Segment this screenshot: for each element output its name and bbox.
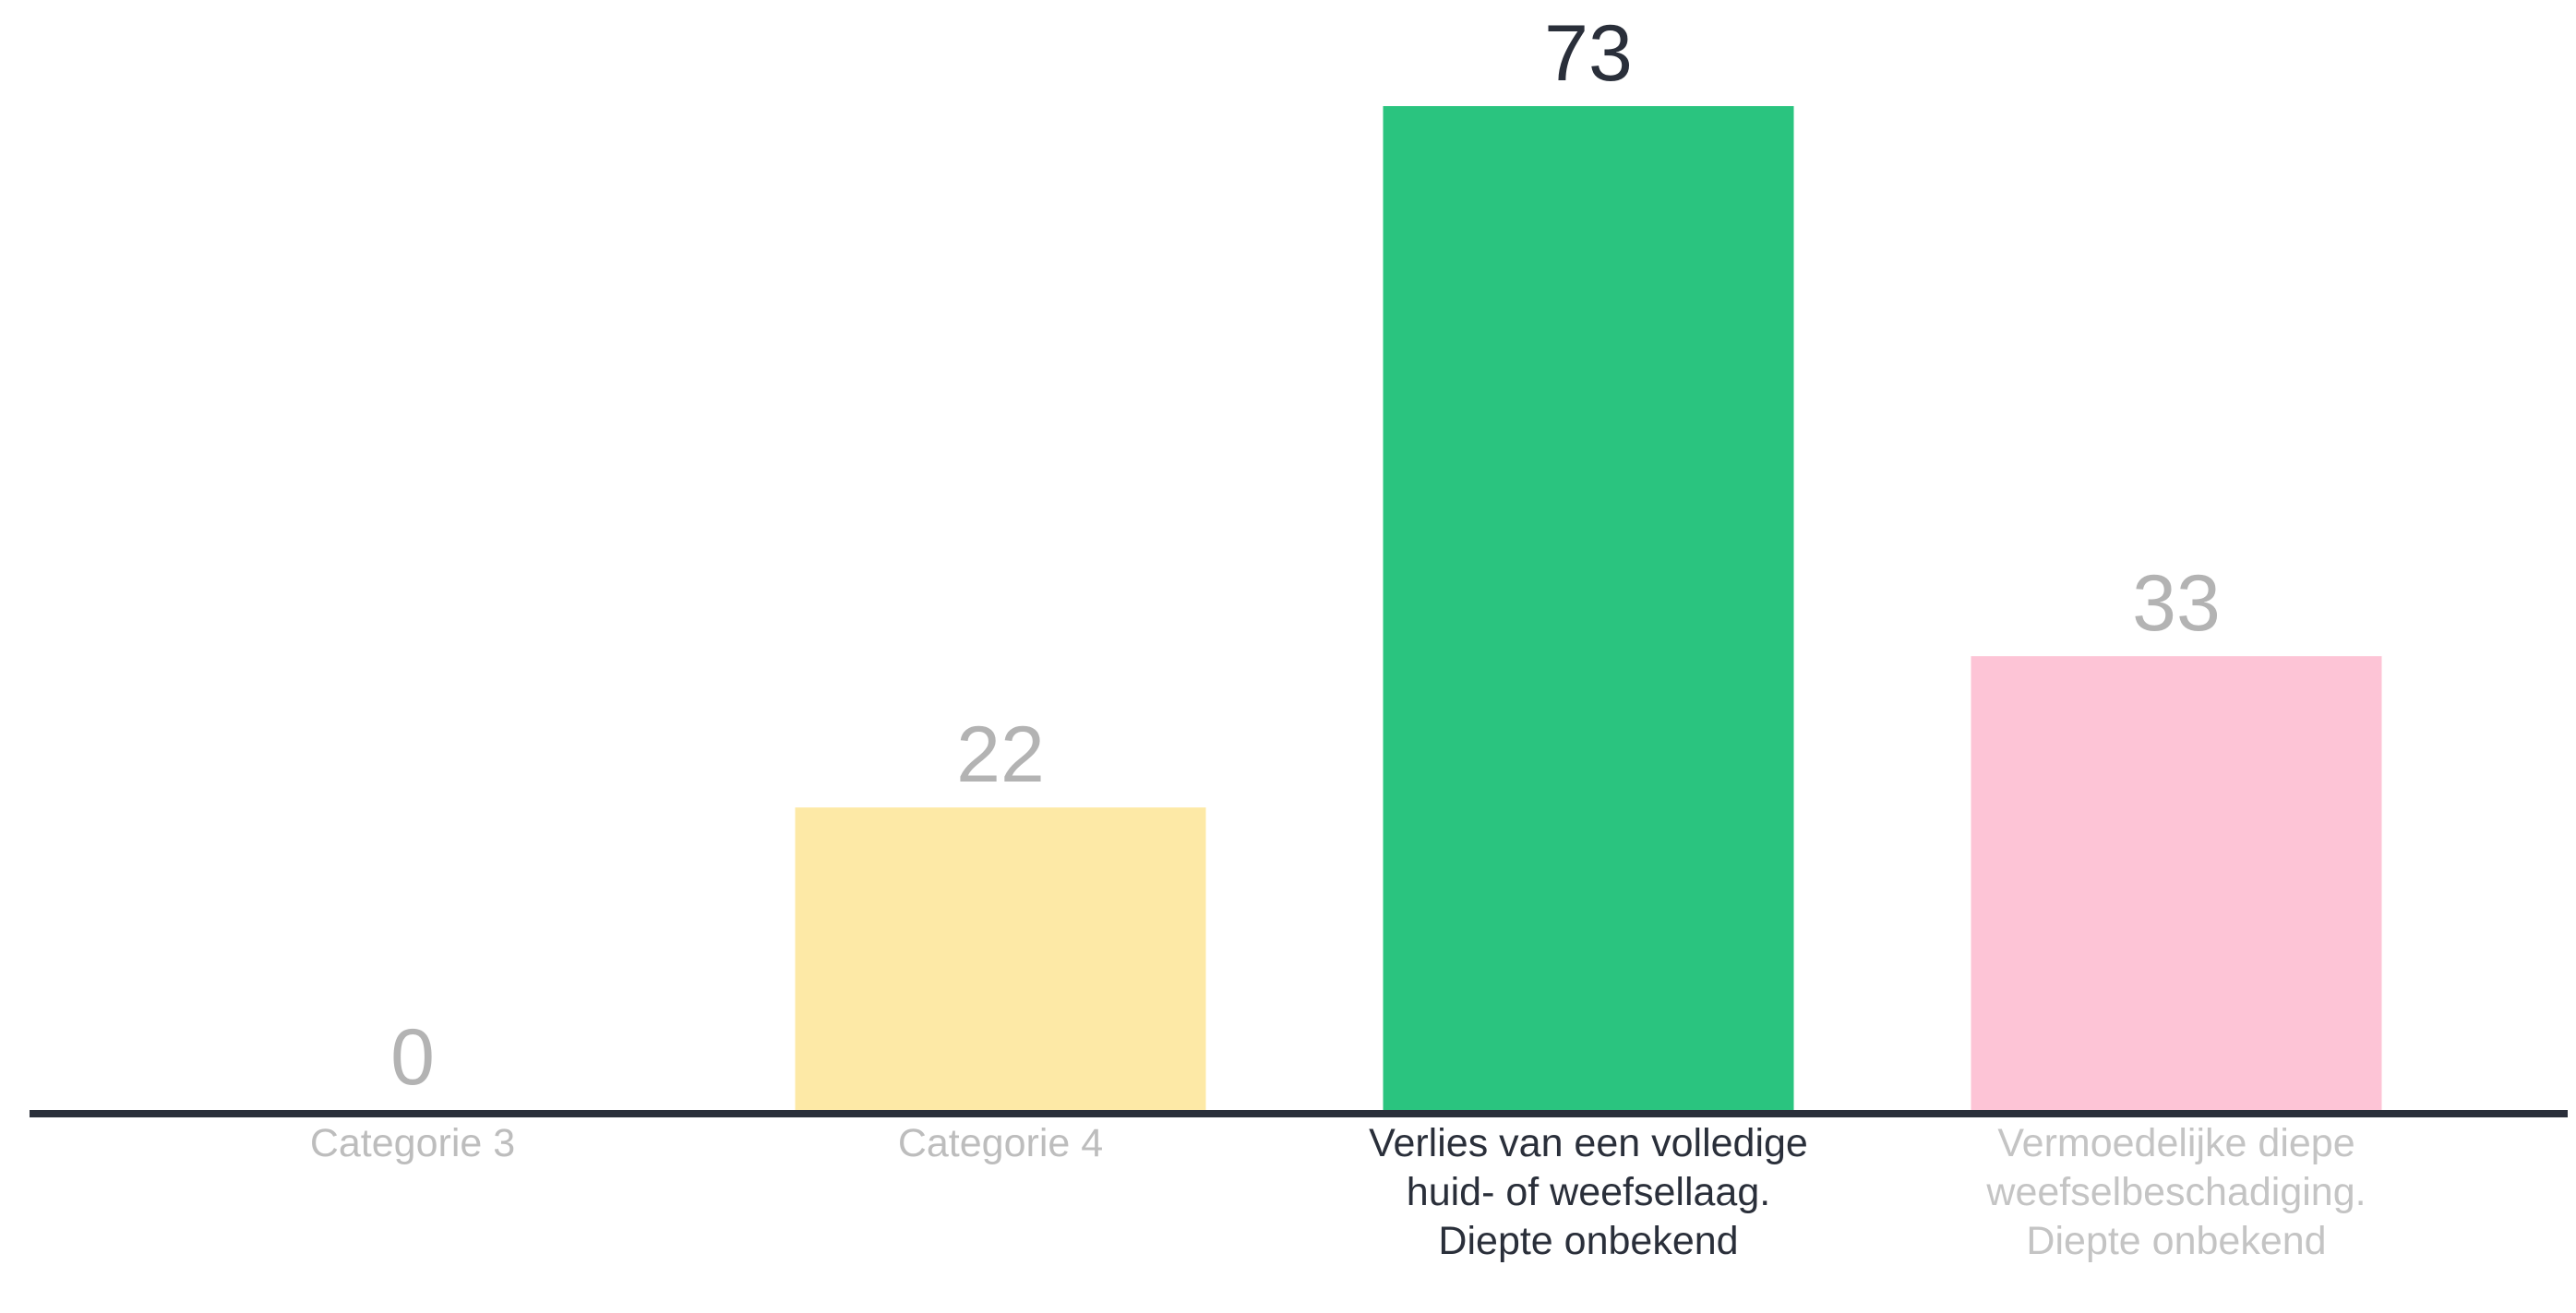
value-label-2: 22 [956, 710, 1045, 799]
category-label-categorie-3: Categorie 3 [309, 1121, 516, 1165]
bars-layer [795, 106, 2382, 1110]
category-label-verlies-volledige-huidlaag: Verlies van een volledige huid- of weefs… [1369, 1121, 1808, 1263]
value-label-4: 33 [2132, 559, 2221, 648]
bar-2 [795, 807, 1206, 1110]
bar-3 [1383, 106, 1794, 1110]
value-label-3: 73 [1544, 9, 1633, 98]
value-labels-layer: 0 22 73 33 [390, 9, 2221, 1102]
category-label-categorie-4: Categorie 4 [897, 1121, 1104, 1165]
category-label-vermoedelijke-diepe-weefselbeschadiging: Vermoedelijke diepe weefselbeschadiging.… [1986, 1121, 2366, 1263]
value-label-1: 0 [390, 1013, 435, 1102]
bar-4 [1971, 656, 2382, 1110]
